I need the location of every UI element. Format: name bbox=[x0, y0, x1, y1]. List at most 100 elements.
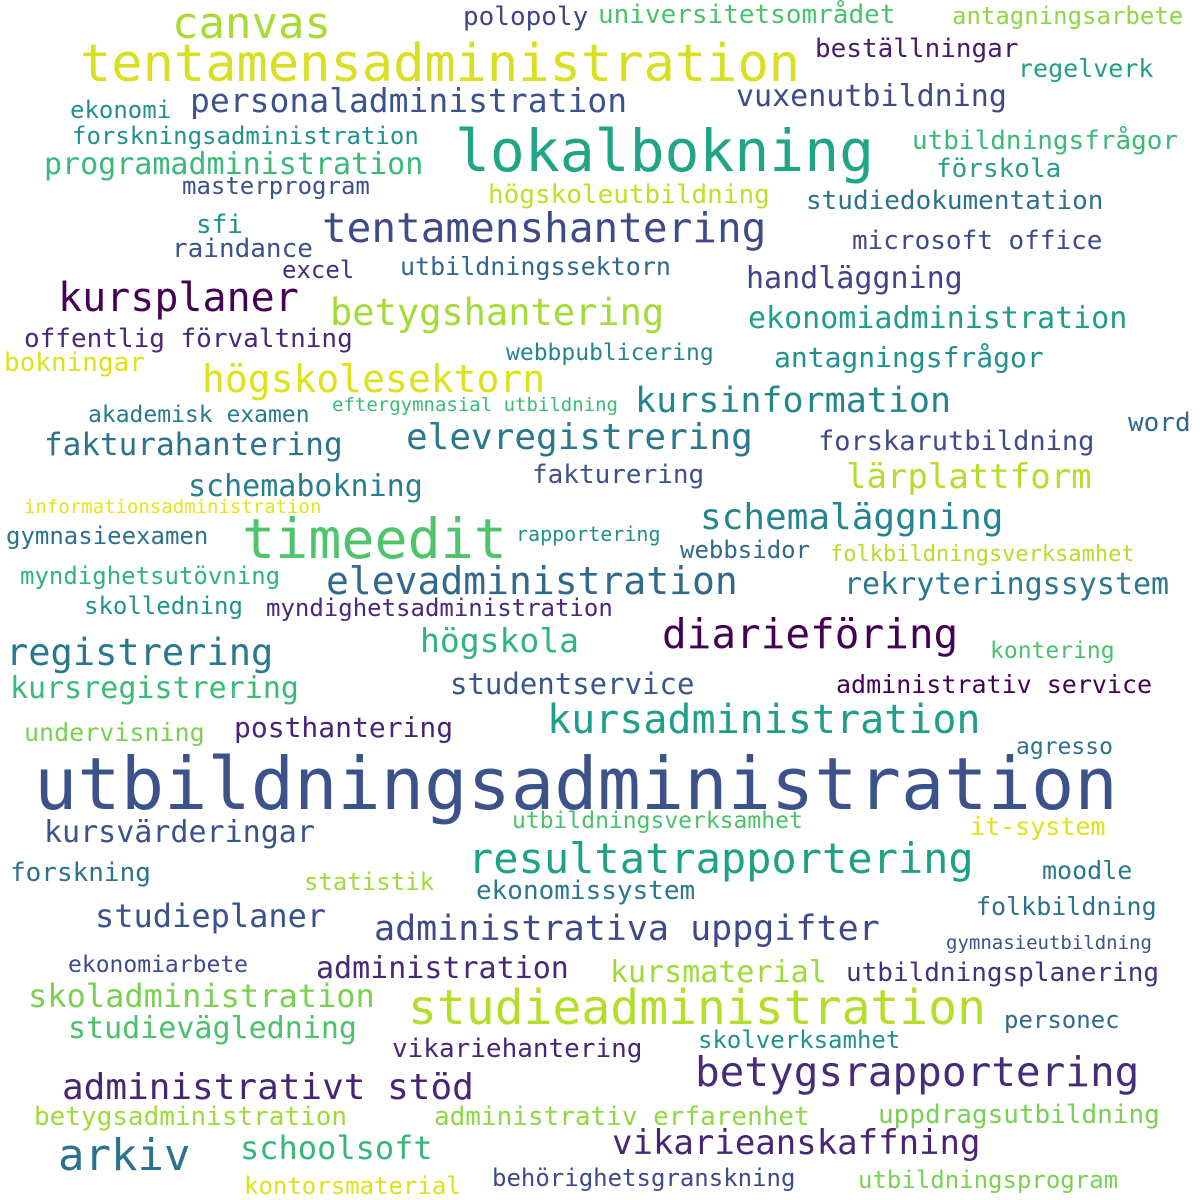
word: ekonomissystem bbox=[476, 876, 696, 906]
word: studentservice bbox=[450, 667, 695, 701]
word: kursvärderingar bbox=[44, 815, 315, 850]
word: antagningsfrågor bbox=[774, 341, 1044, 374]
word: bokningar bbox=[4, 348, 145, 378]
word: uppdragsutbildning bbox=[878, 1100, 1160, 1130]
word: sfi bbox=[196, 210, 243, 240]
word: word bbox=[1128, 408, 1191, 438]
word: ekonomiadministration bbox=[748, 301, 1128, 336]
word: studiedokumentation bbox=[806, 186, 1104, 216]
word: timeedit bbox=[242, 507, 507, 571]
word: lärplattform bbox=[846, 457, 1092, 497]
word: studieadministration bbox=[408, 980, 986, 1036]
word: gymnasieutbildning bbox=[946, 932, 1152, 954]
word: excel bbox=[282, 256, 355, 284]
word: administrativ erfarenhet bbox=[434, 1102, 810, 1132]
word: akademisk examen bbox=[88, 402, 310, 428]
word: myndighetsadministration bbox=[266, 594, 613, 622]
word: högskola bbox=[420, 621, 579, 660]
word: elevadministration bbox=[326, 559, 738, 603]
word: högskolesektorn bbox=[202, 357, 546, 401]
word: tentamensadministration bbox=[80, 34, 801, 94]
word: personaladministration bbox=[190, 81, 628, 120]
word: polopoly bbox=[463, 2, 589, 32]
word: raindance bbox=[172, 234, 313, 264]
word: universitetsområdet bbox=[598, 0, 896, 30]
word: betygsrapportering bbox=[695, 1048, 1140, 1096]
word: fakturahantering bbox=[44, 427, 343, 463]
word: utbildningssektorn bbox=[400, 252, 671, 281]
word: kursregistrering bbox=[10, 671, 299, 706]
word: fakturering bbox=[532, 460, 705, 490]
word: personec bbox=[1004, 1006, 1120, 1034]
word: kursadministration bbox=[547, 697, 981, 743]
word: it-system bbox=[970, 812, 1106, 841]
word: handläggning bbox=[746, 261, 963, 296]
word: administrativt stöd bbox=[62, 1067, 474, 1108]
word: studieplaner bbox=[95, 897, 327, 935]
word: kursplaner bbox=[58, 275, 299, 321]
word: posthantering bbox=[234, 711, 454, 744]
word: myndighetsutövning bbox=[20, 562, 281, 590]
word: vikarieanskaffning bbox=[612, 1123, 981, 1163]
word: utbildningsfrågor bbox=[912, 126, 1179, 156]
word: programadministration bbox=[44, 147, 424, 182]
word: kontorsmaterial bbox=[244, 1172, 461, 1200]
word: webbsidor bbox=[680, 536, 811, 564]
word: regelverk bbox=[1018, 54, 1154, 83]
word: antagningsarbete bbox=[952, 2, 1184, 30]
word: utbildningsverksamhet bbox=[512, 808, 803, 834]
word: forskning bbox=[10, 858, 151, 888]
word: eftergymnasial utbildning bbox=[332, 394, 618, 416]
word: webbpublicering bbox=[506, 340, 714, 366]
word: administration bbox=[316, 951, 569, 986]
word: canvas bbox=[172, 0, 331, 49]
word: utbildningsprogram bbox=[858, 1166, 1119, 1194]
word: informationsadministration bbox=[24, 496, 322, 518]
word: skoladministration bbox=[28, 977, 375, 1015]
word: diarieföring bbox=[662, 610, 959, 658]
word: beställningar bbox=[815, 34, 1019, 64]
word: gymnasieexamen bbox=[6, 522, 209, 550]
word: microsoft office bbox=[852, 226, 1103, 256]
word: undervisning bbox=[24, 718, 205, 747]
word: utbildningsplanering bbox=[846, 958, 1160, 988]
word: förskola bbox=[936, 154, 1062, 184]
word: schoolsoft bbox=[240, 1129, 433, 1167]
word: arkiv bbox=[58, 1130, 191, 1181]
word: folkbildning bbox=[976, 892, 1157, 921]
word: rekryteringssystem bbox=[844, 567, 1170, 602]
word: vuxenutbildning bbox=[736, 79, 1007, 114]
word: moodle bbox=[1042, 856, 1133, 885]
word: lokalbokning bbox=[455, 117, 875, 185]
word: betygshantering bbox=[330, 291, 665, 334]
word: forskarutbildning bbox=[818, 426, 1095, 457]
word: kontering bbox=[990, 638, 1115, 664]
word: ekonomiarbete bbox=[68, 952, 249, 978]
word: högskoleutbildning bbox=[488, 180, 770, 210]
word: agresso bbox=[1016, 734, 1113, 760]
word: schemaläggning bbox=[700, 497, 1004, 538]
word: tentamenshantering bbox=[322, 204, 767, 252]
word: vikariehantering bbox=[392, 1034, 643, 1064]
word: skolverksamhet bbox=[698, 1026, 901, 1054]
word: administrativa uppgifter bbox=[374, 909, 880, 949]
word: elevregistrering bbox=[406, 417, 753, 458]
word: studievägledning bbox=[68, 1011, 357, 1046]
word: kursinformation bbox=[635, 381, 952, 421]
word: offentlig förvaltning bbox=[24, 324, 353, 354]
word: skolledning bbox=[84, 592, 243, 620]
word: behörighetsgranskning bbox=[492, 1164, 796, 1192]
word: kursmaterial bbox=[610, 955, 827, 990]
word: resultatrapportering bbox=[468, 834, 974, 883]
word: administrativ service bbox=[836, 670, 1153, 699]
word: betygsadministration bbox=[34, 1102, 348, 1132]
word: masterprogram bbox=[182, 172, 370, 200]
word: folkbildningsverksamhet bbox=[830, 542, 1135, 567]
word: registrering bbox=[6, 631, 274, 674]
word: statistik bbox=[304, 868, 435, 896]
word: utbildningsadministration bbox=[34, 742, 1118, 826]
word: forskningsadministration bbox=[72, 122, 419, 150]
word: rapportering bbox=[516, 522, 661, 546]
word: ekonomi bbox=[70, 96, 172, 124]
